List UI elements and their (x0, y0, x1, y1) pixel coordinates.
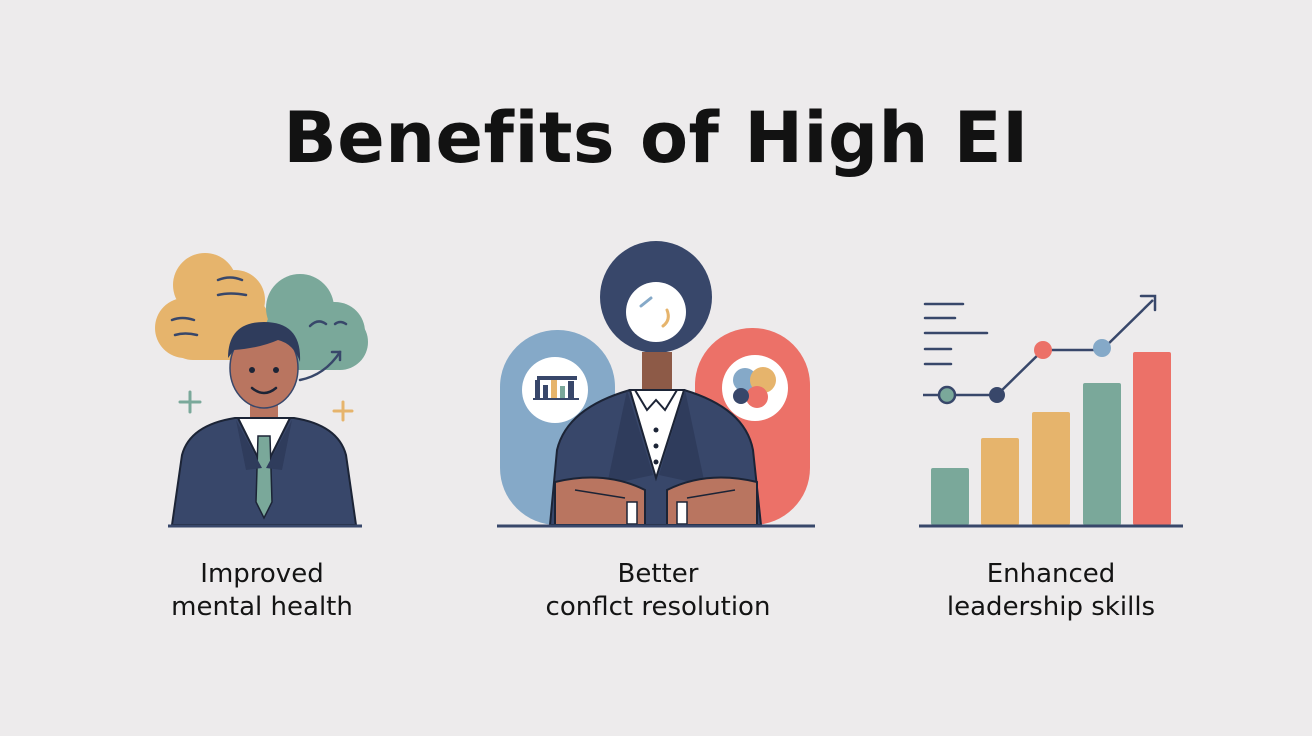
person-icon (548, 389, 763, 526)
caption-mental-health: Improved mental health (92, 558, 432, 624)
puzzle-icon (733, 367, 776, 408)
caption-line: Enhanced (986, 559, 1116, 589)
caption-line: leadership skills (946, 592, 1156, 622)
person-icon (170, 322, 358, 526)
caption-leadership: Enhanced leadership skills (881, 558, 1221, 624)
chart-bar (1083, 383, 1121, 525)
chart-bar (1032, 412, 1070, 525)
page-title: Benefits of High EI (283, 97, 1029, 179)
caption-line: conflct resolution (545, 592, 771, 622)
mini-chart-icon (533, 376, 579, 400)
trend-arrow-icon (923, 294, 1157, 405)
mental-health-illustration (155, 253, 368, 528)
growth-bars (931, 352, 1171, 525)
caption-line: mental health (171, 592, 353, 622)
chart-bar (1133, 352, 1171, 525)
leadership-illustration (919, 294, 1183, 528)
chart-bar (981, 438, 1019, 525)
sparkle-icon (178, 390, 202, 414)
chart-bar (931, 468, 969, 525)
caption-line: Improved (200, 559, 324, 589)
sparkle-icon (332, 400, 354, 422)
caption-line: Better (617, 559, 699, 589)
conflict-resolution-illustration (497, 241, 815, 528)
caption-conflict-resolution: Better conflct resolution (488, 558, 828, 624)
